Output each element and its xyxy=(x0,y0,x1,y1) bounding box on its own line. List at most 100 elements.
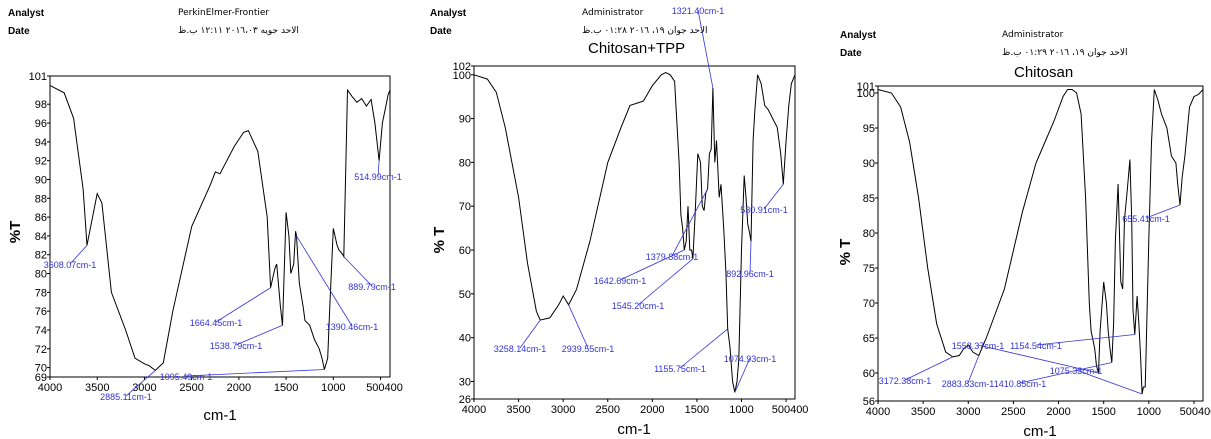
x-tick-label: 4000 xyxy=(38,382,62,394)
operator-value: PerkinElmer-Frontier xyxy=(178,8,270,18)
y-tick-label: 90 xyxy=(863,158,875,170)
x-tick-label: 2500 xyxy=(596,404,620,416)
x-tick-label: 1500 xyxy=(274,382,298,394)
peak-leader-line xyxy=(343,256,373,287)
y-tick-label: 100 xyxy=(453,70,471,82)
plot-frame xyxy=(473,65,796,400)
y-tick-label: 40 xyxy=(459,333,471,345)
peak-leader-line xyxy=(679,328,728,369)
x-tick-label: 3000 xyxy=(551,404,575,416)
peak-leader-line xyxy=(904,356,953,381)
date-label: Date xyxy=(430,26,452,37)
y-tick-label: 76 xyxy=(35,306,47,318)
y-tick-label: 80 xyxy=(459,157,471,169)
y-tick-label: 78 xyxy=(35,287,47,299)
y-tick-label: 88 xyxy=(35,193,47,205)
peak-label: 889.79cm-1 xyxy=(348,282,396,292)
peak-label: 2939.55cm-1 xyxy=(562,344,615,354)
y-axis-label: %T xyxy=(7,221,24,244)
peak-label: 1095.49cm-1 xyxy=(160,372,213,382)
x-axis-label: cm-1 xyxy=(617,421,650,438)
y-tick-label: 101 xyxy=(857,81,875,93)
x-tick-label: 1000 xyxy=(729,404,753,416)
y-tick-label: 60 xyxy=(863,368,875,380)
peak-label: 1545.20cm-1 xyxy=(612,301,665,311)
peak-leader-line xyxy=(69,245,88,265)
peak-leader-line xyxy=(185,369,325,377)
peak-leader-line xyxy=(749,241,752,274)
date-value: الاحد جوان ١٩، ٢٠١٦ ٠١:٢٩ ب.ظ xyxy=(1002,48,1128,58)
peak-label: 1075.33cm-1 xyxy=(1050,366,1103,376)
peak-label: 1642.69cm-1 xyxy=(594,276,647,286)
peak-label: 1410.85cm-1 xyxy=(994,379,1047,389)
analyst-label: Analyst xyxy=(8,8,45,19)
peak-label: 1074.93cm-1 xyxy=(724,354,777,364)
y-tick-label: 26 xyxy=(459,394,471,406)
y-tick-label: 101 xyxy=(29,71,47,83)
chart-title: Chitosan xyxy=(1014,64,1074,81)
x-tick-label: 3500 xyxy=(85,382,109,394)
peak-leader-line xyxy=(763,184,784,210)
y-axis-label: % T xyxy=(431,227,448,254)
peak-label: 1664.45cm-1 xyxy=(190,318,243,328)
peak-leader-line xyxy=(519,319,541,349)
x-tick-label: 500400 xyxy=(366,382,403,394)
peak-label: 1154.54cm-1 xyxy=(1010,341,1062,351)
peak-label: 1390.46cm-1 xyxy=(326,322,379,332)
x-tick-label: 3500 xyxy=(911,406,935,418)
peak-label: 892.96cm-1 xyxy=(726,269,774,279)
x-tick-label: 500400 xyxy=(1180,406,1211,418)
peak-leader-line xyxy=(1145,204,1181,219)
y-tick-label: 74 xyxy=(35,325,47,337)
y-tick-label: 86 xyxy=(35,212,47,224)
peak-label: 3608.07cm-1 xyxy=(44,260,97,270)
peak-label: 1321.40cm-1 xyxy=(672,6,725,16)
spectrum-panel-2: Analyst Date Administrator الاحد جوان ١٩… xyxy=(420,0,820,439)
plot-frame xyxy=(877,85,1204,402)
peak-label: 514.99cm-1 xyxy=(354,172,402,182)
peak-leader-line xyxy=(215,287,271,323)
peak-leader-line xyxy=(296,235,353,327)
x-tick-label: 1500 xyxy=(1091,406,1115,418)
plot-frame xyxy=(49,75,391,378)
chart-title: Chitosan+TPP xyxy=(588,40,686,57)
x-tick-label: 2000 xyxy=(640,404,664,416)
y-tick-label: 30 xyxy=(459,376,471,388)
peak-leader-line xyxy=(619,249,685,281)
peak-leader-line xyxy=(967,355,980,384)
x-tick-label: 1500 xyxy=(685,404,709,416)
x-tick-label: 3500 xyxy=(506,404,530,416)
y-tick-label: 90 xyxy=(35,174,47,186)
x-tick-label: 3000 xyxy=(956,406,980,418)
spectrum-panel-3: Analyst Date Administrator الاحد جوان ١٩… xyxy=(830,0,1211,439)
peak-label: 1379.88cm-1 xyxy=(646,252,699,262)
peak-label: 2883.83cm-1 xyxy=(942,379,995,389)
y-tick-label: 85 xyxy=(863,193,875,205)
y-tick-label: 96 xyxy=(35,118,47,130)
date-value: الاحد جويه ٢٠١٦،٠٣ ١٢:١١ ب.ظ xyxy=(178,26,299,36)
y-tick-label: 65 xyxy=(863,333,875,345)
y-tick-label: 92 xyxy=(35,156,47,168)
y-tick-label: 100 xyxy=(857,88,875,100)
y-tick-label: 69 xyxy=(35,372,47,384)
x-tick-label: 1000 xyxy=(1137,406,1161,418)
peak-leader-line xyxy=(235,324,283,346)
y-tick-label: 70 xyxy=(863,298,875,310)
peak-leader-line xyxy=(637,258,694,306)
date-label: Date xyxy=(840,48,862,59)
peak-label: 1155.75cm-1 xyxy=(654,364,706,374)
peak-leader-line xyxy=(1019,362,1112,384)
y-tick-label: 72 xyxy=(35,344,47,356)
y-tick-label: 70 xyxy=(459,201,471,213)
x-tick-label: 1000 xyxy=(321,382,345,394)
analyst-label: Analyst xyxy=(840,30,877,41)
x-tick-label: 2000 xyxy=(1046,406,1070,418)
y-axis-label: % T xyxy=(837,239,854,266)
date-value: الاحد جوان ١٩، ٢٠١٦ ٠١:٢٨ ب.ظ xyxy=(582,26,708,36)
peak-label: 1558.37cm-1 xyxy=(952,341,1005,351)
peak-leader-line xyxy=(977,344,1099,374)
peak-label: 1538.79cm-1 xyxy=(210,341,263,351)
